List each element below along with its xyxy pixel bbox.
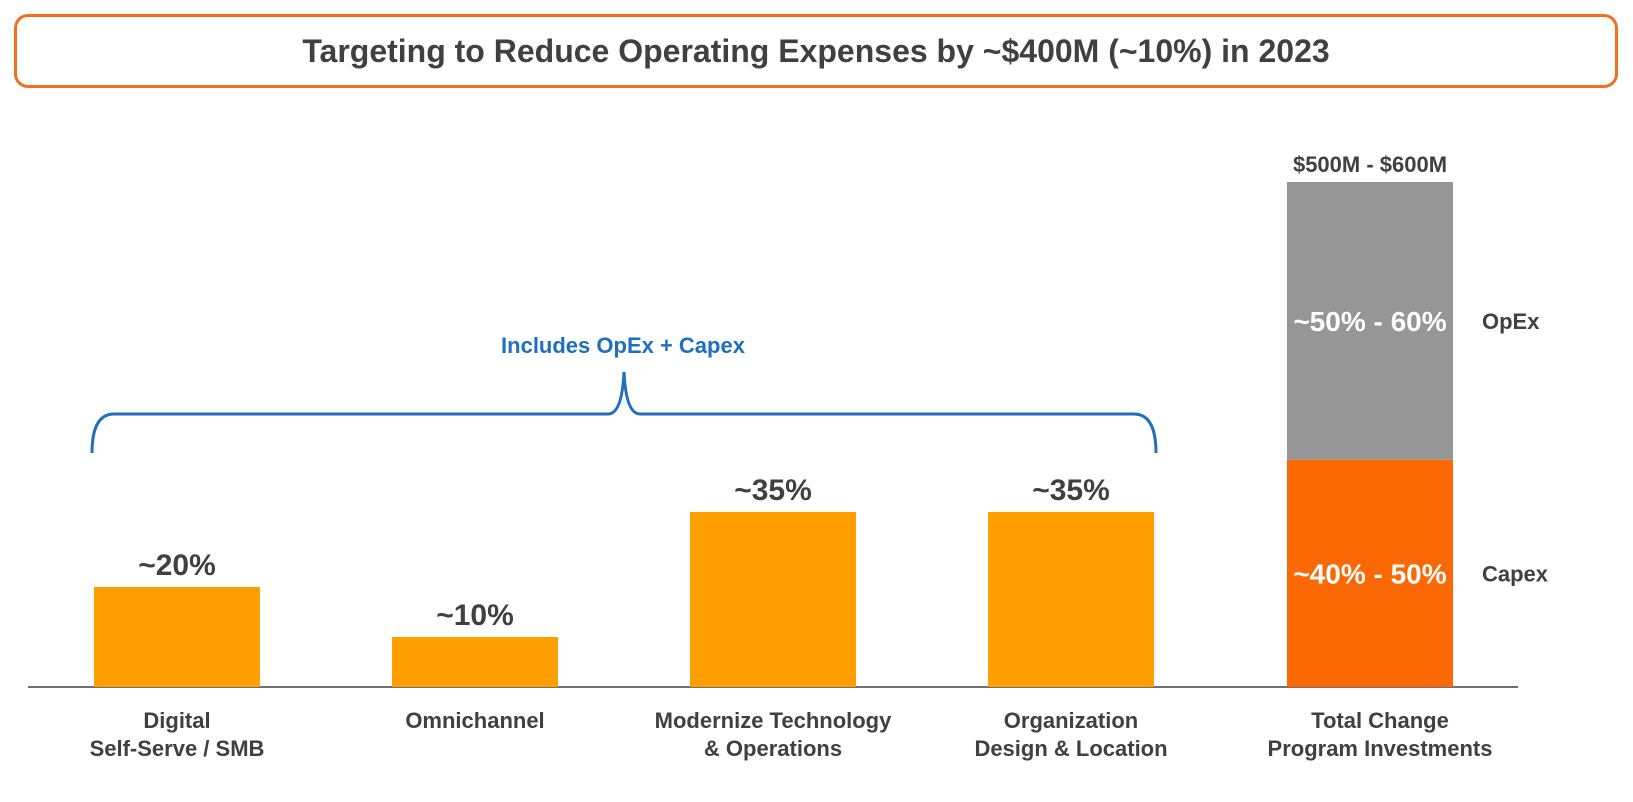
bar-value-label-3: ~35% xyxy=(734,474,812,507)
bar-4 xyxy=(988,512,1154,687)
legend-label-capex: Capex xyxy=(1482,561,1549,586)
bar-value-label-2: ~10% xyxy=(436,599,514,632)
stacked-total-label: $500M - $600M xyxy=(1293,152,1447,177)
category-label-total-line-2: Program Investments xyxy=(1268,736,1493,761)
chart-title: Targeting to Reduce Operating Expenses b… xyxy=(302,32,1330,69)
stacked-segment-opex xyxy=(1287,182,1453,460)
category-label-3-line-2: & Operations xyxy=(704,736,842,761)
bar-value-label-1: ~20% xyxy=(138,549,216,582)
category-label-2-line-1: Omnichannel xyxy=(405,708,544,733)
category-label-1-line-1: Digital xyxy=(143,708,210,733)
bar-3 xyxy=(690,512,856,687)
title-box: Targeting to Reduce Operating Expenses b… xyxy=(14,14,1618,88)
brace xyxy=(90,371,1158,454)
bar-2 xyxy=(392,637,558,687)
stacked-segment-label-opex: ~50% - 60% xyxy=(1293,306,1446,337)
category-label-1-line-2: Self-Serve / SMB xyxy=(90,736,265,761)
brace-label: Includes OpEx + Capex xyxy=(501,333,746,358)
stacked-segment-capex xyxy=(1287,459,1453,687)
category-label-4-line-1: Organization xyxy=(1004,708,1138,733)
category-label-3-line-1: Modernize Technology xyxy=(655,708,892,733)
category-label-4-line-2: Design & Location xyxy=(974,736,1167,761)
category-label-total-line-1: Total Change xyxy=(1311,708,1449,733)
stacked-segment-label-capex: ~40% - 50% xyxy=(1293,558,1446,589)
bar-1 xyxy=(94,587,260,687)
legend-label-opex: OpEx xyxy=(1482,309,1540,334)
bar-value-label-4: ~35% xyxy=(1032,474,1110,507)
